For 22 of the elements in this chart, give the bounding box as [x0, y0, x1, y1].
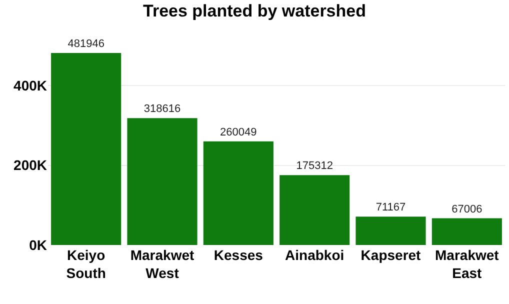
x-tick-label: Keiyo South	[66, 247, 106, 282]
bar	[356, 216, 426, 245]
x-tick-label: Kesses	[214, 247, 264, 263]
x-tick-label: Kapseret	[360, 247, 422, 263]
data-label: 67006	[452, 203, 482, 216]
x-tick-label: Marakwet West	[130, 247, 194, 282]
x-tick-label: Marakwet East	[435, 247, 500, 282]
data-label: 260049	[220, 126, 257, 138]
y-tick-label: 400K	[14, 78, 47, 94]
y-tick-label: 200K	[14, 157, 47, 174]
x-tick-label: Ainabkoi	[285, 247, 344, 263]
bar	[280, 175, 350, 245]
bar	[51, 53, 122, 245]
bar	[432, 218, 502, 245]
data-label: 318616	[144, 103, 181, 116]
bar	[203, 141, 274, 245]
data-label: 71167	[376, 202, 406, 214]
data-label: 481946	[68, 38, 104, 50]
chart-title: Trees planted by watershed	[143, 1, 366, 20]
data-label: 175312	[296, 160, 333, 172]
bar	[127, 118, 198, 245]
y-tick-label: 0K	[29, 236, 47, 253]
